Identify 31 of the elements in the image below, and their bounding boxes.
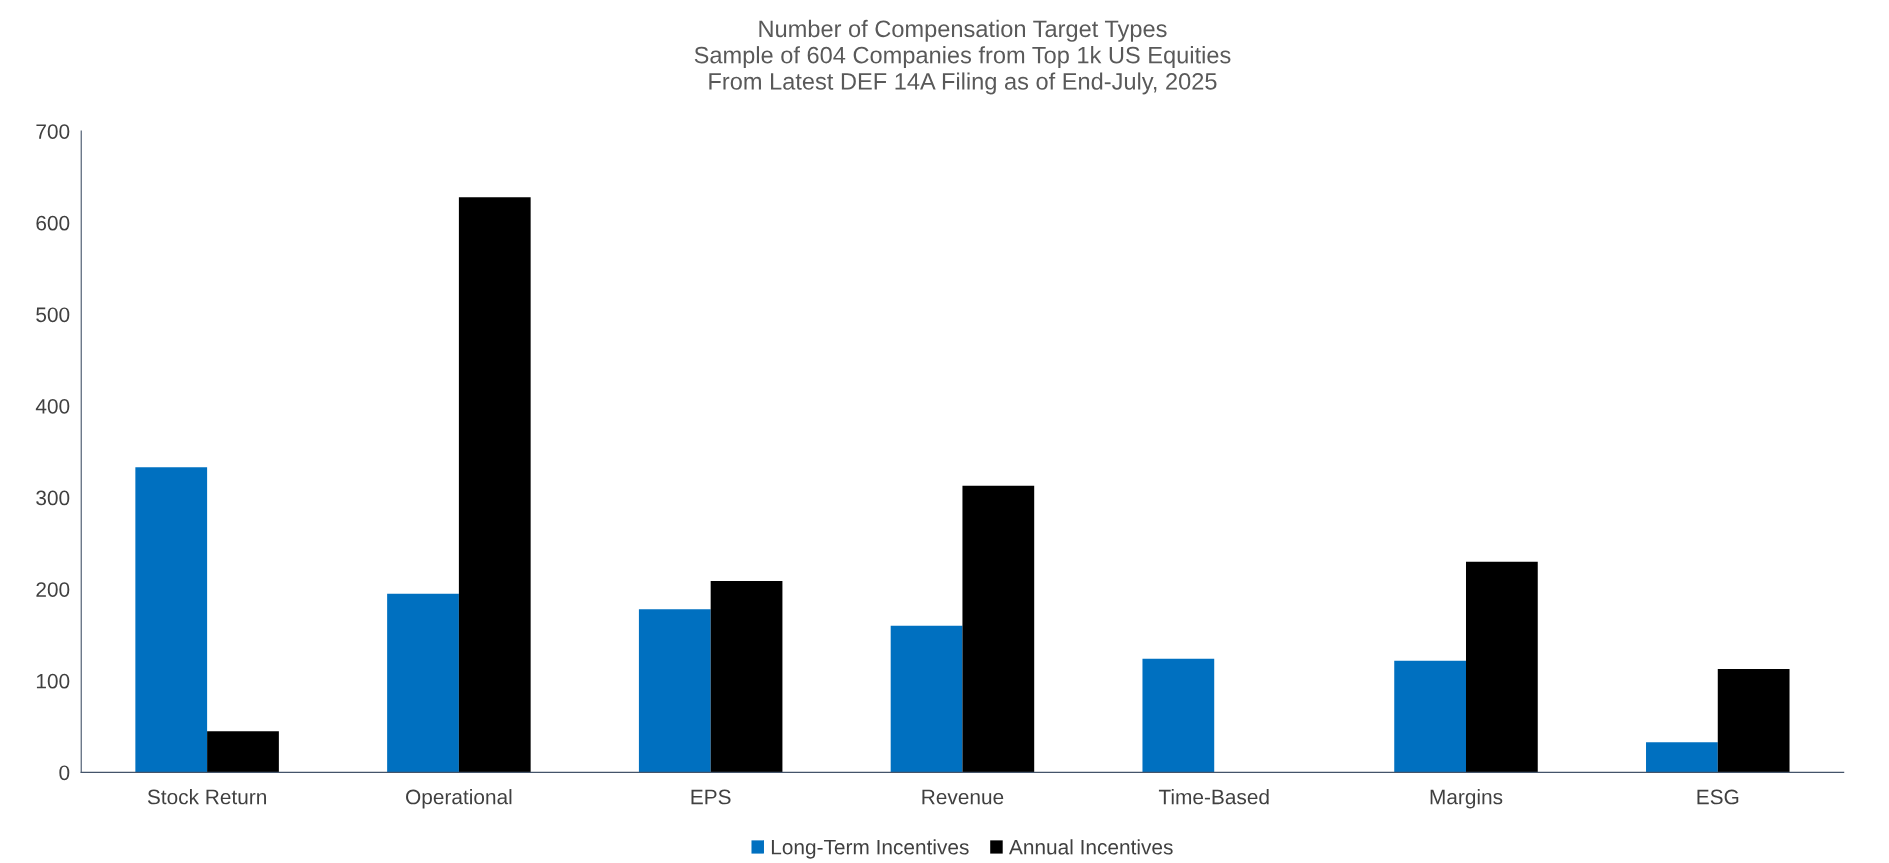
bar — [638, 609, 711, 773]
bar — [387, 593, 459, 773]
x-tick-label: Margins — [1430, 789, 1503, 809]
bar — [1717, 668, 1790, 773]
y-tick-label: 300 — [36, 490, 70, 506]
bar — [1394, 660, 1466, 773]
y-tick-label: 400 — [35, 398, 70, 414]
y-tick-label: 100 — [36, 673, 70, 689]
y-tick-label: 700 — [36, 124, 70, 139]
bar — [710, 580, 783, 773]
chart-title: Number of Compensation Target Types Sample of 604 Companies from Top 1k US Equities From Latest DEF 14A Filing as of End-July, 2025 — [694, 19, 1231, 95]
legend-label: Annual Incentives — [1009, 839, 1173, 855]
bar — [890, 625, 963, 773]
x-tick-label: Stock Return — [147, 789, 266, 805]
bar — [1142, 658, 1215, 773]
bar — [135, 467, 208, 773]
x-tick-label: Revenue — [922, 789, 1004, 805]
bar — [458, 197, 531, 773]
y-tick-label: 200 — [36, 582, 70, 597]
bar — [1466, 561, 1538, 773]
x-tick-label: Time-Based — [1158, 789, 1269, 805]
y-tick-label: 600 — [36, 215, 70, 231]
x-tick-label: Operational — [406, 789, 512, 809]
bar — [1646, 742, 1718, 773]
bar — [207, 731, 279, 773]
x-tick-label: ESG — [1697, 789, 1739, 805]
bar — [962, 485, 1035, 773]
x-tick-label: EPS — [691, 789, 731, 805]
y-tick-label: 500 — [36, 307, 70, 323]
y-tick-label: 0 — [59, 765, 70, 781]
legend-label: Long-Term Incentives — [771, 839, 969, 859]
